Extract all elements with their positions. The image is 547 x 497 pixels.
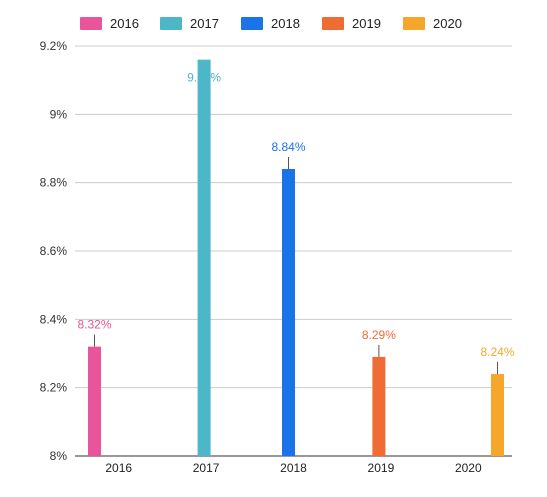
data-label-2017: 9.16% <box>187 71 221 85</box>
legend-item-2020: 2020 <box>403 16 462 31</box>
legend-swatch <box>403 17 425 30</box>
legend-item-2016: 2016 <box>80 16 139 31</box>
x-tick-label: 2019 <box>368 461 395 475</box>
y-tick-label: 8.4% <box>40 312 68 326</box>
legend-label: 2017 <box>190 16 219 31</box>
bar-2016 <box>88 346 101 456</box>
bar-2018 <box>282 169 295 456</box>
bar-2017 <box>197 59 211 457</box>
x-tick-label: 2018 <box>280 461 307 475</box>
legend-label: 2018 <box>271 16 300 31</box>
legend-swatch <box>160 17 182 30</box>
x-axis-ticks: 2016 2017 2018 2019 2020 <box>105 461 482 475</box>
y-tick-label: 9% <box>50 107 68 121</box>
legend-swatch <box>80 17 102 30</box>
legend-label: 2020 <box>433 16 462 31</box>
bars <box>88 59 504 457</box>
legend-label: 2016 <box>110 16 139 31</box>
legend-swatch <box>322 17 344 30</box>
legend-item-2019: 2019 <box>322 16 381 31</box>
data-labels: 8.32% 9.16% 8.84% 8.29% 8.24% <box>77 71 515 374</box>
data-label-2020: 8.24% <box>480 345 514 359</box>
x-tick-label: 2016 <box>105 461 132 475</box>
legend-label: 2019 <box>352 16 381 31</box>
y-tick-label: 8.2% <box>40 381 68 395</box>
data-label-2016: 8.32% <box>77 318 111 332</box>
legend: 2016 2017 2018 2019 2020 <box>80 16 462 31</box>
bar-2019 <box>372 356 386 456</box>
legend-item-2018: 2018 <box>241 16 300 31</box>
x-tick-label: 2020 <box>455 461 482 475</box>
data-label-2019: 8.29% <box>362 328 396 342</box>
legend-item-2017: 2017 <box>160 16 219 31</box>
y-tick-label: 8% <box>50 449 68 463</box>
y-axis-ticks: 8% 8.2% 8.4% 8.6% 8.8% 9% 9.2% <box>40 39 68 463</box>
bar-2020 <box>491 374 504 456</box>
y-tick-label: 9.2% <box>40 39 68 53</box>
legend-swatch <box>241 17 263 30</box>
data-label-2018: 8.84% <box>271 140 305 154</box>
x-tick-label: 2017 <box>193 461 220 475</box>
y-tick-label: 8.8% <box>40 176 68 190</box>
y-tick-label: 8.6% <box>40 244 68 258</box>
